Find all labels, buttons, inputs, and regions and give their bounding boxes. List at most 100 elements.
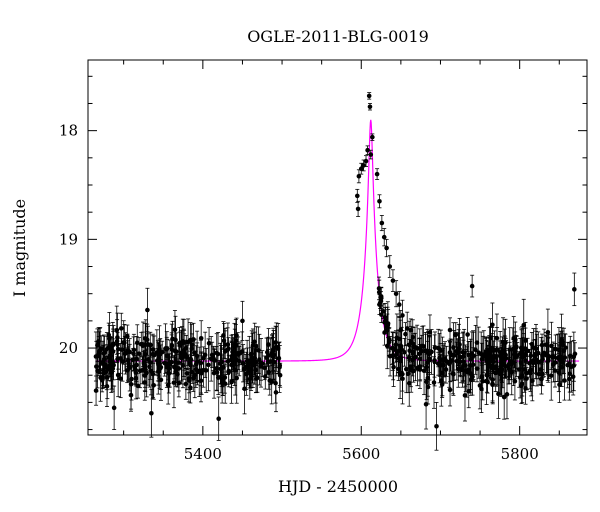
data-point xyxy=(572,272,577,307)
data-point xyxy=(533,323,539,374)
data-point xyxy=(118,312,124,344)
data-point xyxy=(106,357,111,381)
data-point xyxy=(387,336,393,377)
data-point xyxy=(463,344,468,387)
data-point xyxy=(429,329,434,375)
data-point xyxy=(425,328,430,374)
data-point xyxy=(191,364,196,392)
data-point xyxy=(552,353,558,388)
data-point xyxy=(466,374,472,409)
data-point xyxy=(114,319,120,364)
data-point xyxy=(368,149,374,160)
data-point xyxy=(242,363,247,415)
data-point xyxy=(488,351,494,385)
data-point xyxy=(361,159,366,172)
data-point xyxy=(384,238,389,258)
data-point xyxy=(535,331,541,375)
data-point xyxy=(567,354,573,393)
data-point xyxy=(403,322,408,347)
data-point xyxy=(447,341,453,383)
data-point xyxy=(148,346,154,396)
chart-title: OGLE-2011-BLG-0019 xyxy=(247,27,429,46)
data-point xyxy=(396,291,402,319)
data-point xyxy=(462,369,468,422)
data-point xyxy=(173,357,178,387)
x-tick-label: 5800 xyxy=(501,445,539,463)
data-point xyxy=(229,359,234,404)
data-point xyxy=(108,349,113,382)
data-point xyxy=(206,338,211,392)
data-point xyxy=(188,350,193,376)
data-point xyxy=(400,353,405,405)
data-point xyxy=(266,328,271,362)
data-point xyxy=(365,145,370,155)
data-point xyxy=(145,325,151,363)
data-point xyxy=(181,318,187,367)
data-point xyxy=(377,194,382,209)
data-point xyxy=(274,322,279,372)
data-points xyxy=(93,92,578,451)
data-point xyxy=(157,325,162,374)
data-point xyxy=(211,345,216,372)
y-tick-label: 18 xyxy=(59,122,78,140)
data-point xyxy=(528,343,534,397)
data-point xyxy=(571,340,577,392)
data-point xyxy=(469,274,475,298)
data-point xyxy=(398,343,403,373)
data-point xyxy=(439,371,445,398)
data-point xyxy=(447,317,453,343)
data-point xyxy=(572,342,578,366)
data-point xyxy=(186,367,192,394)
data-point xyxy=(404,311,410,346)
data-point xyxy=(237,341,243,366)
data-point xyxy=(425,359,431,397)
data-point xyxy=(374,168,380,180)
data-point xyxy=(379,215,385,232)
x-tick-label: 5400 xyxy=(184,445,222,463)
data-point xyxy=(419,325,425,366)
data-point xyxy=(145,287,150,333)
model-layer xyxy=(95,119,580,362)
data-point xyxy=(215,332,221,377)
data-point xyxy=(219,348,224,376)
data-point xyxy=(134,343,139,387)
data-point xyxy=(220,371,225,396)
data-point xyxy=(169,349,174,375)
data-point xyxy=(484,357,490,393)
data-point xyxy=(183,335,189,362)
data-point xyxy=(226,359,231,385)
y-tick-label: 20 xyxy=(59,339,78,357)
data-point xyxy=(234,352,239,404)
data-point xyxy=(150,335,156,364)
data-point xyxy=(101,345,107,373)
plot-frame xyxy=(87,59,588,436)
data-point xyxy=(216,396,221,441)
data-point xyxy=(560,330,565,360)
data-point xyxy=(444,345,449,377)
data-point xyxy=(489,333,495,363)
data-point xyxy=(498,353,504,381)
data-point xyxy=(413,332,418,382)
y-axis-label: I magnitude xyxy=(10,199,29,297)
data-point xyxy=(176,342,182,383)
data-point xyxy=(356,169,362,184)
data-point xyxy=(525,337,530,364)
data-point xyxy=(415,349,420,387)
data-point xyxy=(540,361,545,387)
data-point xyxy=(451,330,457,381)
data-point xyxy=(495,354,501,386)
data-point xyxy=(262,363,268,390)
x-tick-label: 5600 xyxy=(342,445,380,463)
data-point xyxy=(105,335,111,360)
data-point xyxy=(548,350,554,401)
data-point xyxy=(512,334,518,379)
data-point xyxy=(541,328,547,378)
data-point xyxy=(355,200,361,217)
axis-ticks: 5400 5600 5800 18 19 20 xyxy=(59,60,587,463)
data-point xyxy=(545,342,550,381)
data-point xyxy=(206,327,212,360)
data-point xyxy=(129,357,134,401)
data-point xyxy=(276,342,282,375)
data-point xyxy=(456,323,462,373)
data-point xyxy=(109,351,114,393)
